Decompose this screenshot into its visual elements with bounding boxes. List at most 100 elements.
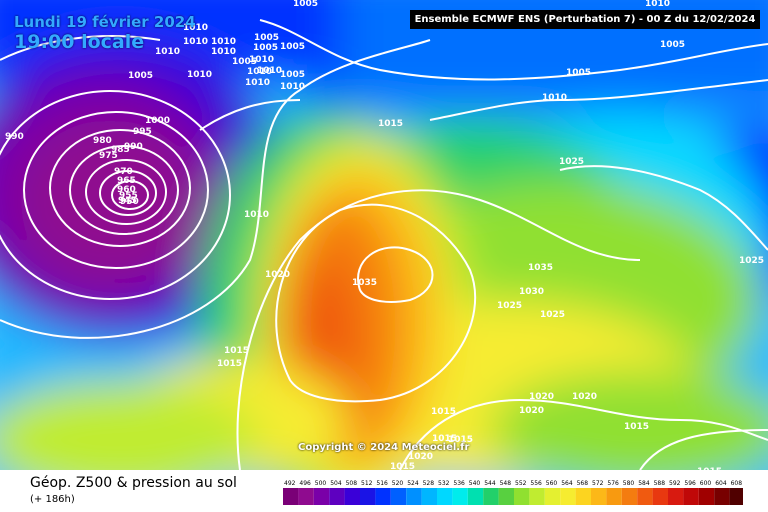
isobar-label: 1010 (244, 210, 269, 220)
legend-value: 508 (346, 480, 358, 487)
legend-swatch (714, 488, 730, 505)
forecast-local-time: 19:00 locale (14, 31, 145, 53)
legend-swatch (606, 488, 622, 505)
legend-value: 564 (561, 480, 573, 487)
isobar-label: 1005 (232, 57, 257, 67)
isobar-label: 1015 (431, 407, 456, 417)
color-legend: 492 496 500 504 508 512 516 520 524 528 532 536 540 5… (283, 480, 743, 505)
isobar-label: 1015 (224, 346, 249, 356)
isobar-lines (0, 19, 768, 470)
isobar-label: 1000 (145, 116, 170, 126)
legend-swatch (668, 488, 684, 505)
isobar-label: 960 (117, 185, 136, 195)
isobar-label: 1010 (249, 55, 274, 65)
isobar-label: 990 (5, 132, 24, 142)
forecast-date: Lundi 19 février 2024 (14, 13, 196, 31)
legend-swatch (406, 488, 422, 505)
isobar-label: 1025 (559, 157, 584, 167)
isobar-label: 995 (133, 127, 152, 137)
isobar-label: 1020 (572, 392, 597, 402)
isobar-label-group: 1010 1005 1010 1010 1005 1005 1010 1010 … (5, 0, 764, 470)
isobar-label: 1035 (528, 263, 553, 273)
isobar-label: 1015 (217, 359, 242, 369)
legend-swatch (575, 488, 591, 505)
isobar-label: 1025 (739, 256, 764, 266)
isobar-label: 990 (124, 142, 143, 152)
legend-value: 604 (715, 480, 727, 487)
isobar-label: 1010 (211, 47, 236, 57)
isobar-label: 1010 (211, 37, 236, 47)
isobar-label: 950 (120, 197, 139, 207)
isobar-label: 1015 (697, 467, 722, 470)
legend-value: 600 (700, 480, 712, 487)
isobar-label: 1010 (187, 70, 212, 80)
legend-value: 584 (638, 480, 650, 487)
legend-swatch (729, 488, 743, 505)
isobar-label: 1020 (265, 270, 290, 280)
isobar-label: 1010 (257, 66, 282, 76)
legend-value: 540 (469, 480, 481, 487)
isobar-label: 1020 (519, 406, 544, 416)
legend-value: 532 (438, 480, 450, 487)
map-title: Géop. Z500 & pression au sol (30, 475, 237, 491)
isobar-label: 945 (118, 196, 137, 206)
legend-value: 496 (299, 480, 311, 487)
legend-value: 528 (423, 480, 435, 487)
legend-value: 524 (407, 480, 419, 487)
legend-swatch (652, 488, 668, 505)
legend-swatch (283, 488, 299, 505)
legend-value: 548 (500, 480, 512, 487)
isobar-label: 1020 (529, 392, 554, 402)
isobar-label: 1035 (352, 278, 377, 288)
legend-swatch (637, 488, 653, 505)
legend-swatch (360, 488, 376, 505)
isobar-label: 1010 (542, 93, 567, 103)
isobar-label: 1005 (566, 68, 591, 78)
isobar-label: 1005 (280, 42, 305, 52)
isobar-label: 975 (99, 151, 118, 161)
isobar-label: 1010 (183, 23, 208, 33)
legend-value: 556 (530, 480, 542, 487)
isobar-label: 1010 (280, 82, 305, 92)
legend-swatch (329, 488, 345, 505)
legend-value: 504 (330, 480, 342, 487)
isobar-label: 1010 (247, 67, 272, 77)
legend-value: 596 (684, 480, 696, 487)
legend-swatch (390, 488, 407, 505)
legend-swatch (375, 488, 391, 505)
isobar-label: 1025 (540, 310, 565, 320)
legend-value: 516 (376, 480, 388, 487)
legend-value: 544 (484, 480, 496, 487)
legend-swatch (498, 488, 514, 505)
legend-value: 536 (453, 480, 465, 487)
legend-value: 520 (392, 480, 404, 487)
isobar-label: 1005 (293, 0, 318, 9)
legend-swatch (467, 488, 484, 505)
isobar-label: 1015 (378, 119, 403, 129)
legend-value: 588 (654, 480, 666, 487)
legend-value: 592 (669, 480, 681, 487)
legend-swatch (514, 488, 530, 505)
legend-value: 608 (731, 480, 743, 487)
legend-swatch (698, 488, 715, 505)
legend-value: 580 (623, 480, 635, 487)
isobar-label: 1010 (183, 37, 208, 47)
isobar-label: 985 (111, 145, 130, 155)
isobar-label: 1025 (497, 301, 522, 311)
model-info-banner: Ensemble ECMWF ENS (Perturbation 7) - 00… (410, 10, 760, 29)
isobar-label: 1005 (253, 43, 278, 53)
legend-swatch (529, 488, 545, 505)
map-svg: 1010 1005 1010 1010 1005 1005 1010 1010 … (0, 0, 768, 470)
isobar-label: 1015 (432, 434, 457, 444)
legend-swatch (621, 488, 638, 505)
legend-value: 492 (284, 480, 296, 487)
legend-value: 572 (592, 480, 604, 487)
isobar-label: 1020 (408, 452, 433, 462)
copyright-notice: Copyright © 2024 Meteociel.fr (298, 442, 470, 453)
isobar-label: 1030 (519, 287, 544, 297)
weather-map: 1010 1005 1010 1010 1005 1005 1010 1010 … (0, 0, 768, 470)
isobar-label: 1015 (390, 462, 415, 470)
legend-value: 576 (607, 480, 619, 487)
isobar-label: 1005 (660, 40, 685, 50)
legend-swatch (560, 488, 576, 505)
